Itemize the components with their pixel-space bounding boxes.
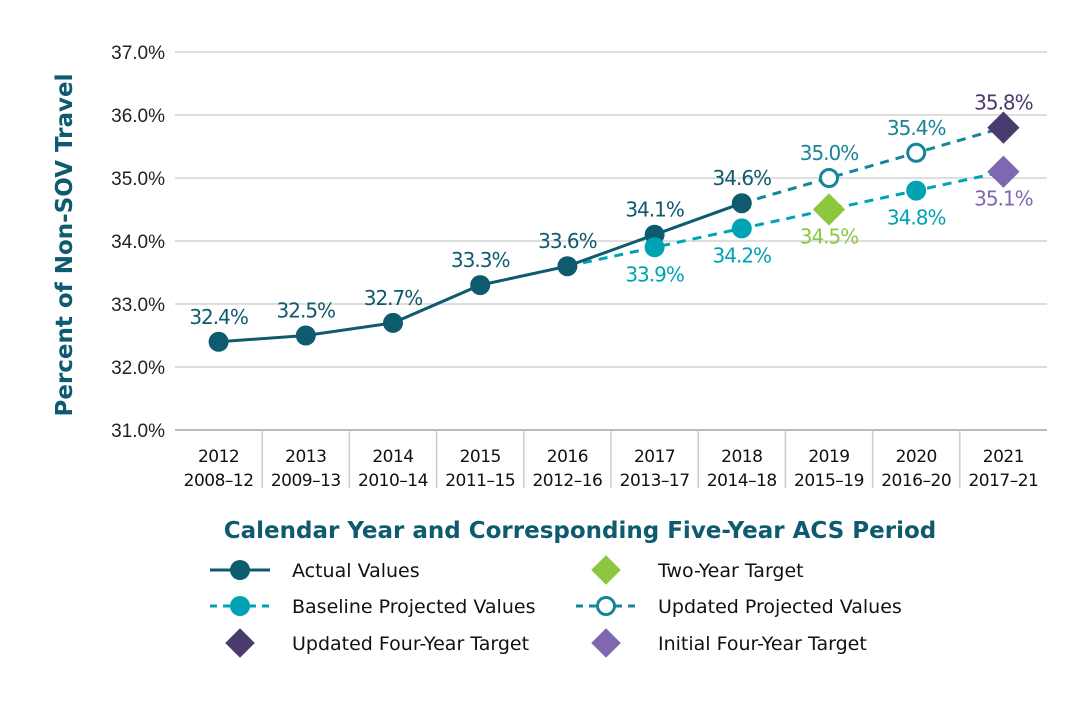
x-tick-period: 2010–14 — [358, 471, 428, 491]
x-axis-label: Calendar Year and Corresponding Five-Yea… — [224, 518, 936, 544]
circle-marker — [906, 180, 927, 201]
series-line-2 — [741, 126, 1004, 205]
y-tick-label: 31.0% — [111, 421, 165, 442]
x-tick-year: 2017 — [634, 447, 675, 467]
y-tick-label: 33.0% — [111, 295, 165, 316]
legend-label: Baseline Projected Values — [292, 596, 535, 618]
data-label: 34.6% — [713, 166, 772, 190]
data-label: 35.8% — [974, 91, 1033, 115]
y-tick-label: 36.0% — [111, 106, 165, 127]
legend: Actual Values Two-Year Target Baseline Pro… — [210, 555, 902, 658]
y-tick-label: 35.0% — [111, 169, 165, 190]
x-tick-period: 2009–13 — [271, 471, 341, 491]
legend-label: Actual Values — [292, 560, 420, 582]
x-tick-year: 2013 — [285, 447, 326, 467]
legend-label: Two-Year Target — [657, 560, 804, 582]
data-label: 34.8% — [887, 206, 946, 230]
data-label: 34.1% — [625, 198, 684, 222]
diamond-marker — [987, 155, 1020, 188]
circle-marker — [230, 560, 250, 580]
circle-marker — [383, 312, 403, 333]
data-label: 33.6% — [538, 229, 597, 253]
diamond-marker — [591, 628, 621, 658]
legend-label: Updated Four-Year Target — [292, 633, 529, 655]
data-label: 32.4% — [189, 305, 248, 329]
data-label: 35.1% — [974, 187, 1033, 211]
open-circle-marker — [596, 596, 616, 616]
x-tick-year: 2015 — [460, 447, 501, 467]
y-tick-label: 37.0% — [111, 43, 165, 64]
x-tick-year: 2019 — [808, 447, 849, 467]
data-label: 34.5% — [800, 225, 859, 249]
x-tick-period: 2017–21 — [968, 471, 1038, 491]
x-tick-year: 2018 — [721, 447, 762, 467]
x-tick-period: 2008–12 — [184, 471, 254, 491]
x-tick-period: 2011–15 — [445, 471, 515, 491]
circle-marker — [644, 237, 665, 258]
data-label: 33.3% — [451, 248, 510, 272]
x-tick-year: 2020 — [896, 447, 937, 467]
circle-marker — [208, 331, 229, 352]
open-circle-marker — [906, 142, 927, 163]
x-tick-period: 2013–17 — [620, 471, 690, 491]
x-tick-year: 2014 — [372, 447, 413, 467]
circle-marker — [470, 275, 491, 296]
circle-marker — [295, 325, 316, 346]
x-tick-year: 2016 — [547, 447, 588, 467]
x-tick-period: 2016–20 — [881, 471, 951, 491]
x-tick-period: 2015–19 — [794, 471, 864, 491]
data-label: 35.4% — [887, 116, 946, 140]
diamond-marker — [812, 193, 846, 226]
data-label: 35.0% — [800, 141, 859, 165]
x-tick-year: 2021 — [983, 447, 1024, 467]
circle-marker — [731, 193, 752, 214]
data-label: 32.5% — [277, 299, 336, 323]
y-tick-label: 32.0% — [111, 358, 165, 379]
data-label: 32.7% — [364, 286, 423, 310]
x-tick-year: 2012 — [198, 447, 239, 467]
diamond-marker — [225, 628, 255, 658]
legend-label: Updated Projected Values — [658, 596, 902, 618]
data-label: 34.2% — [713, 243, 772, 267]
data-label: 33.9% — [625, 262, 684, 286]
x-tick-period: 2014–18 — [707, 471, 777, 491]
x-tick-period: 2012–16 — [532, 471, 602, 491]
circle-marker — [731, 218, 752, 239]
open-circle-marker — [819, 168, 839, 188]
y-tick-label: 34.0% — [111, 232, 165, 253]
circle-marker — [230, 596, 250, 616]
legend-label: Initial Four-Year Target — [658, 633, 867, 655]
diamond-marker — [987, 111, 1020, 144]
circle-marker — [557, 256, 578, 277]
y-axis-label: Percent of Non-SOV Travel — [52, 73, 78, 416]
series-line-1 — [567, 170, 1004, 268]
diamond-marker — [591, 555, 621, 585]
